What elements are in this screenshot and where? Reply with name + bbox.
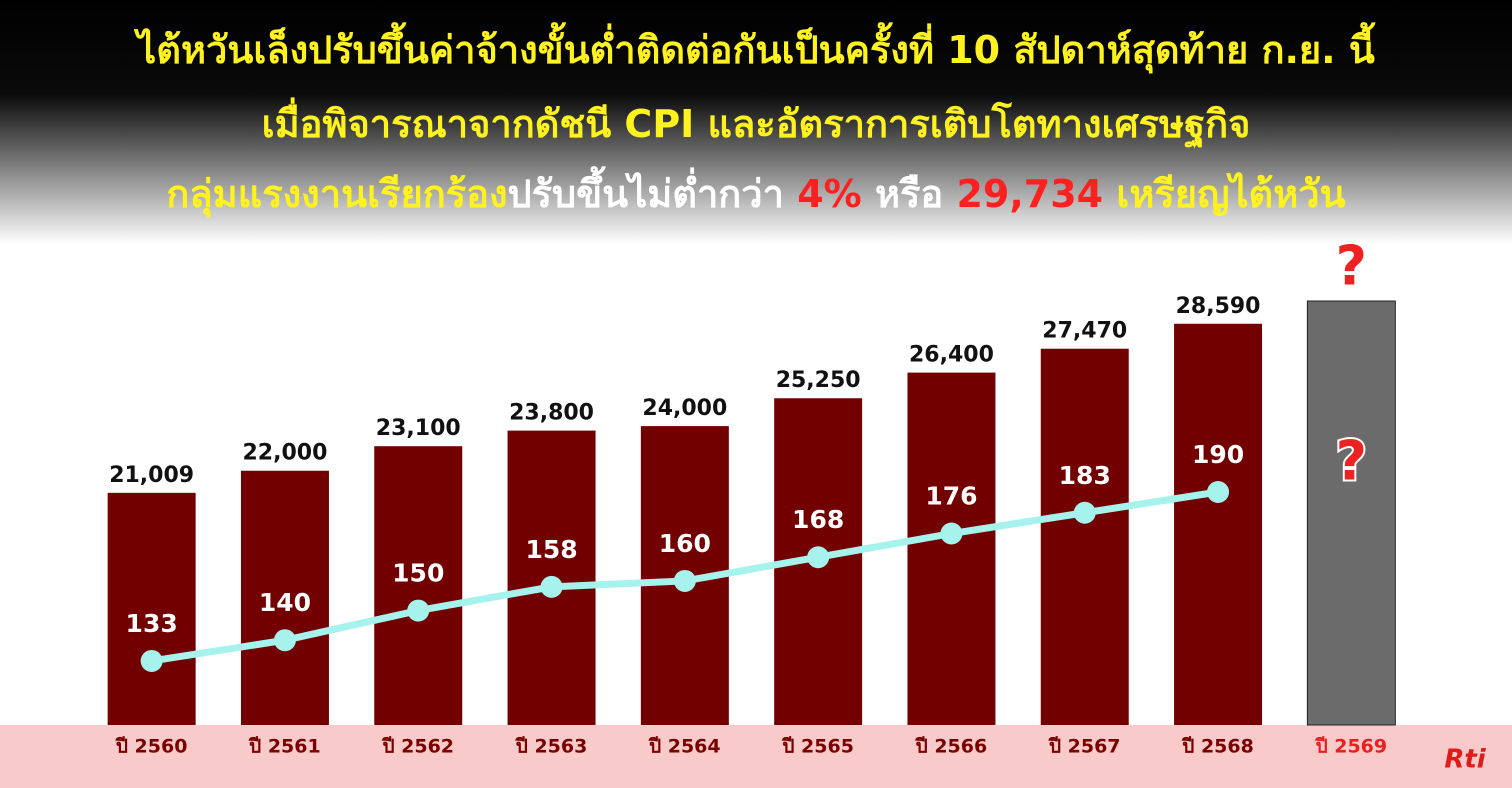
bar-value-label: 25,250 xyxy=(776,368,861,393)
x-tick-label: ปี 2560 xyxy=(115,736,187,758)
title-segment: หรือ xyxy=(862,172,957,216)
title-segment: เมื่อพิจารณาจากดัชนี CPI และอัตราการเติบ… xyxy=(262,97,1251,149)
bar xyxy=(240,470,329,725)
bar xyxy=(1040,348,1129,725)
line-point xyxy=(273,629,296,652)
bar-value-label: 23,100 xyxy=(376,416,461,441)
title-segment: กลุ่มแรงงานเรียกร้อง xyxy=(166,172,507,218)
line-value-label: 190 xyxy=(1192,440,1244,469)
bar-value-label: 24,000 xyxy=(642,396,727,421)
title-line: กลุ่มแรงงานเรียกร้องปรับขึ้นไม่ต่ำกว่า 4… xyxy=(166,166,1345,218)
placeholder-label: ? xyxy=(1336,430,1367,493)
bar xyxy=(1174,323,1263,725)
x-tick-label: ปี 2561 xyxy=(248,736,320,758)
line-point xyxy=(407,599,430,622)
title-line: เมื่อพิจารณาจากดัชนี CPI และอัตราการเติบ… xyxy=(262,97,1251,149)
x-tick-label: ปี 2569 xyxy=(1315,736,1387,758)
bar-value-label: 21,009 xyxy=(109,463,194,488)
placeholder-label: ? xyxy=(1336,235,1367,298)
line-point xyxy=(807,546,830,569)
x-tick-label: ปี 2566 xyxy=(915,736,987,758)
line-value-label: 133 xyxy=(126,609,178,638)
line-value-label: 160 xyxy=(659,529,711,558)
x-tick-label: ปี 2564 xyxy=(648,736,720,758)
bar-value-label: 27,470 xyxy=(1042,319,1127,344)
line-point xyxy=(940,522,963,545)
title-segment: เหรียญไต้หวัน xyxy=(1103,172,1345,216)
title-segment: ไต้หวันเล็งปรับขึ้นค่าจ้างขั้นต่ำติดต่อก… xyxy=(133,22,1375,74)
bar xyxy=(107,492,196,725)
line-value-label: 150 xyxy=(392,559,444,588)
line-value-label: 183 xyxy=(1059,461,1111,490)
logo: Rti xyxy=(1444,745,1486,775)
category-band xyxy=(0,725,1512,788)
bar-value-label: 23,800 xyxy=(509,401,594,426)
x-tick-label: ปี 2563 xyxy=(515,736,587,758)
line-point xyxy=(673,569,696,592)
title-segment: ปรับขึ้นไม่ต่ำกว่า xyxy=(508,166,798,216)
line-point xyxy=(1073,501,1096,524)
line-point xyxy=(540,575,563,598)
line-value-label: 140 xyxy=(259,588,311,617)
title-line: ไต้หวันเล็งปรับขึ้นค่าจ้างขั้นต่ำติดต่อก… xyxy=(133,22,1375,74)
line-value-label: 176 xyxy=(925,482,977,511)
bar-value-label: 22,000 xyxy=(242,441,327,466)
bar xyxy=(374,446,463,725)
title-segment: 29,734 xyxy=(956,172,1103,216)
line-point xyxy=(140,649,163,672)
bar xyxy=(907,372,996,725)
x-tick-label: ปี 2562 xyxy=(382,736,454,758)
placeholder-bar xyxy=(1306,300,1396,726)
line-value-label: 158 xyxy=(525,535,577,564)
x-tick-label: ปี 2568 xyxy=(1181,736,1253,758)
bar-value-label: 26,400 xyxy=(909,343,994,368)
line-point xyxy=(1207,481,1230,504)
x-tick-label: ปี 2567 xyxy=(1048,736,1120,758)
line-value-label: 168 xyxy=(792,505,844,534)
bar-value-label: 28,590 xyxy=(1176,294,1261,319)
title-segment: 4% xyxy=(797,172,862,216)
x-tick-label: ปี 2565 xyxy=(782,736,854,758)
